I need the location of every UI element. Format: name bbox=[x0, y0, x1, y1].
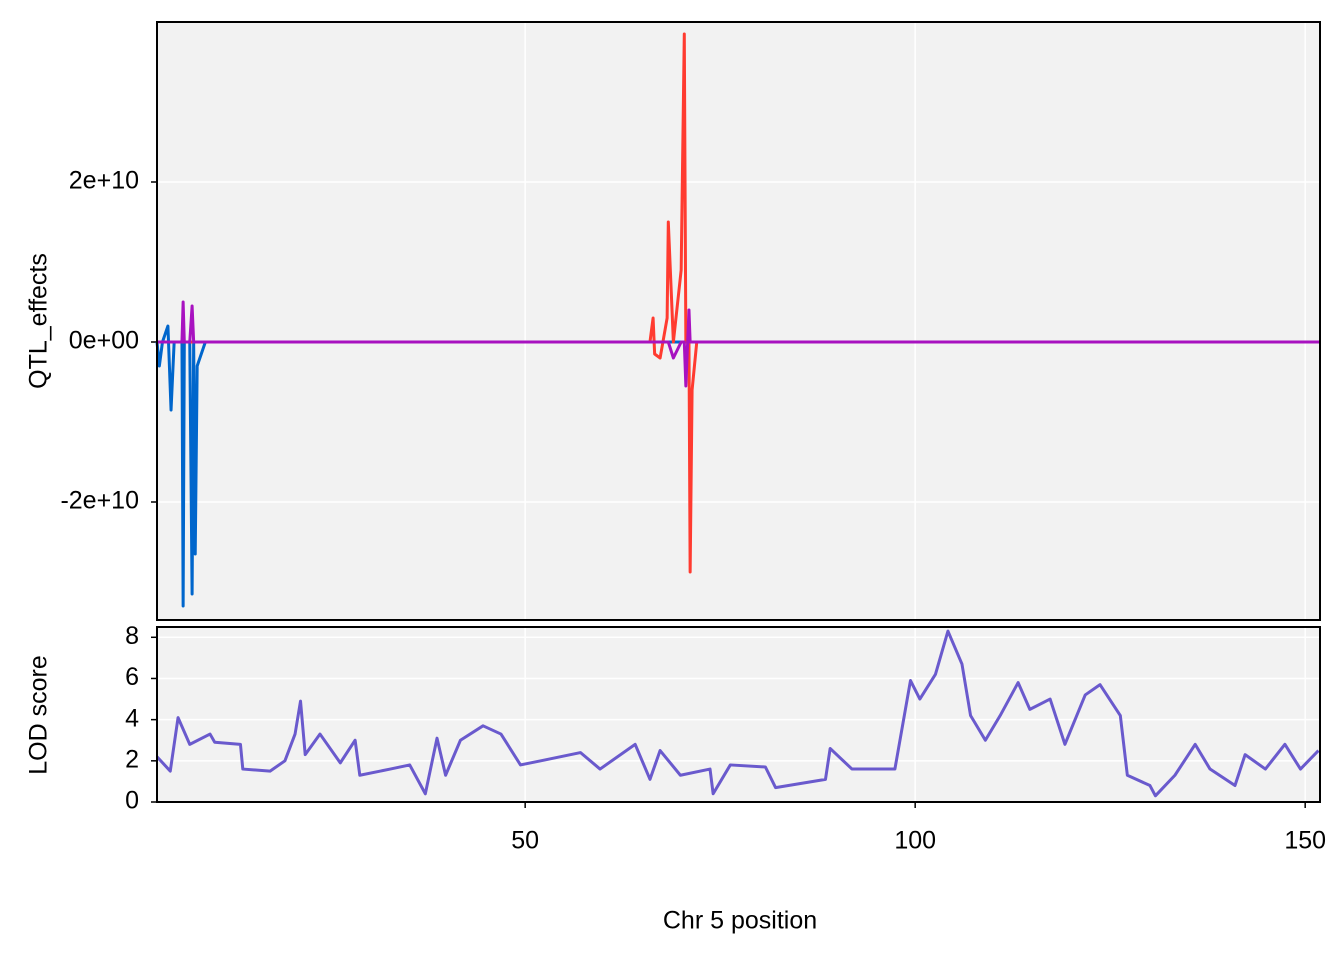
y-tick-label: 0e+00 bbox=[69, 327, 139, 355]
plot-frame bbox=[156, 21, 1321, 621]
data-line bbox=[155, 629, 1320, 798]
y-axis-label: QTL_effects bbox=[25, 253, 53, 389]
plot-frame bbox=[156, 626, 1321, 803]
x-tick-label: 100 bbox=[894, 827, 936, 855]
data-line bbox=[157, 300, 1320, 388]
plot-background bbox=[157, 627, 1320, 802]
y-tick-label: 2e+10 bbox=[69, 167, 139, 195]
x-tick-label: 50 bbox=[511, 827, 539, 855]
y-tick-label: 8 bbox=[125, 622, 139, 650]
x-tick-label: 150 bbox=[1284, 827, 1326, 855]
y-tick-label: 0 bbox=[125, 787, 139, 815]
x-axis-label: Chr 5 position bbox=[663, 907, 817, 935]
plot-background bbox=[157, 22, 1320, 620]
y-tick-label: -2e+10 bbox=[60, 487, 139, 515]
y-tick-label: 2 bbox=[125, 745, 139, 773]
y-axis-label: LOD score bbox=[25, 655, 53, 774]
y-tick-label: 6 bbox=[125, 663, 139, 691]
y-tick-label: 4 bbox=[125, 704, 139, 732]
